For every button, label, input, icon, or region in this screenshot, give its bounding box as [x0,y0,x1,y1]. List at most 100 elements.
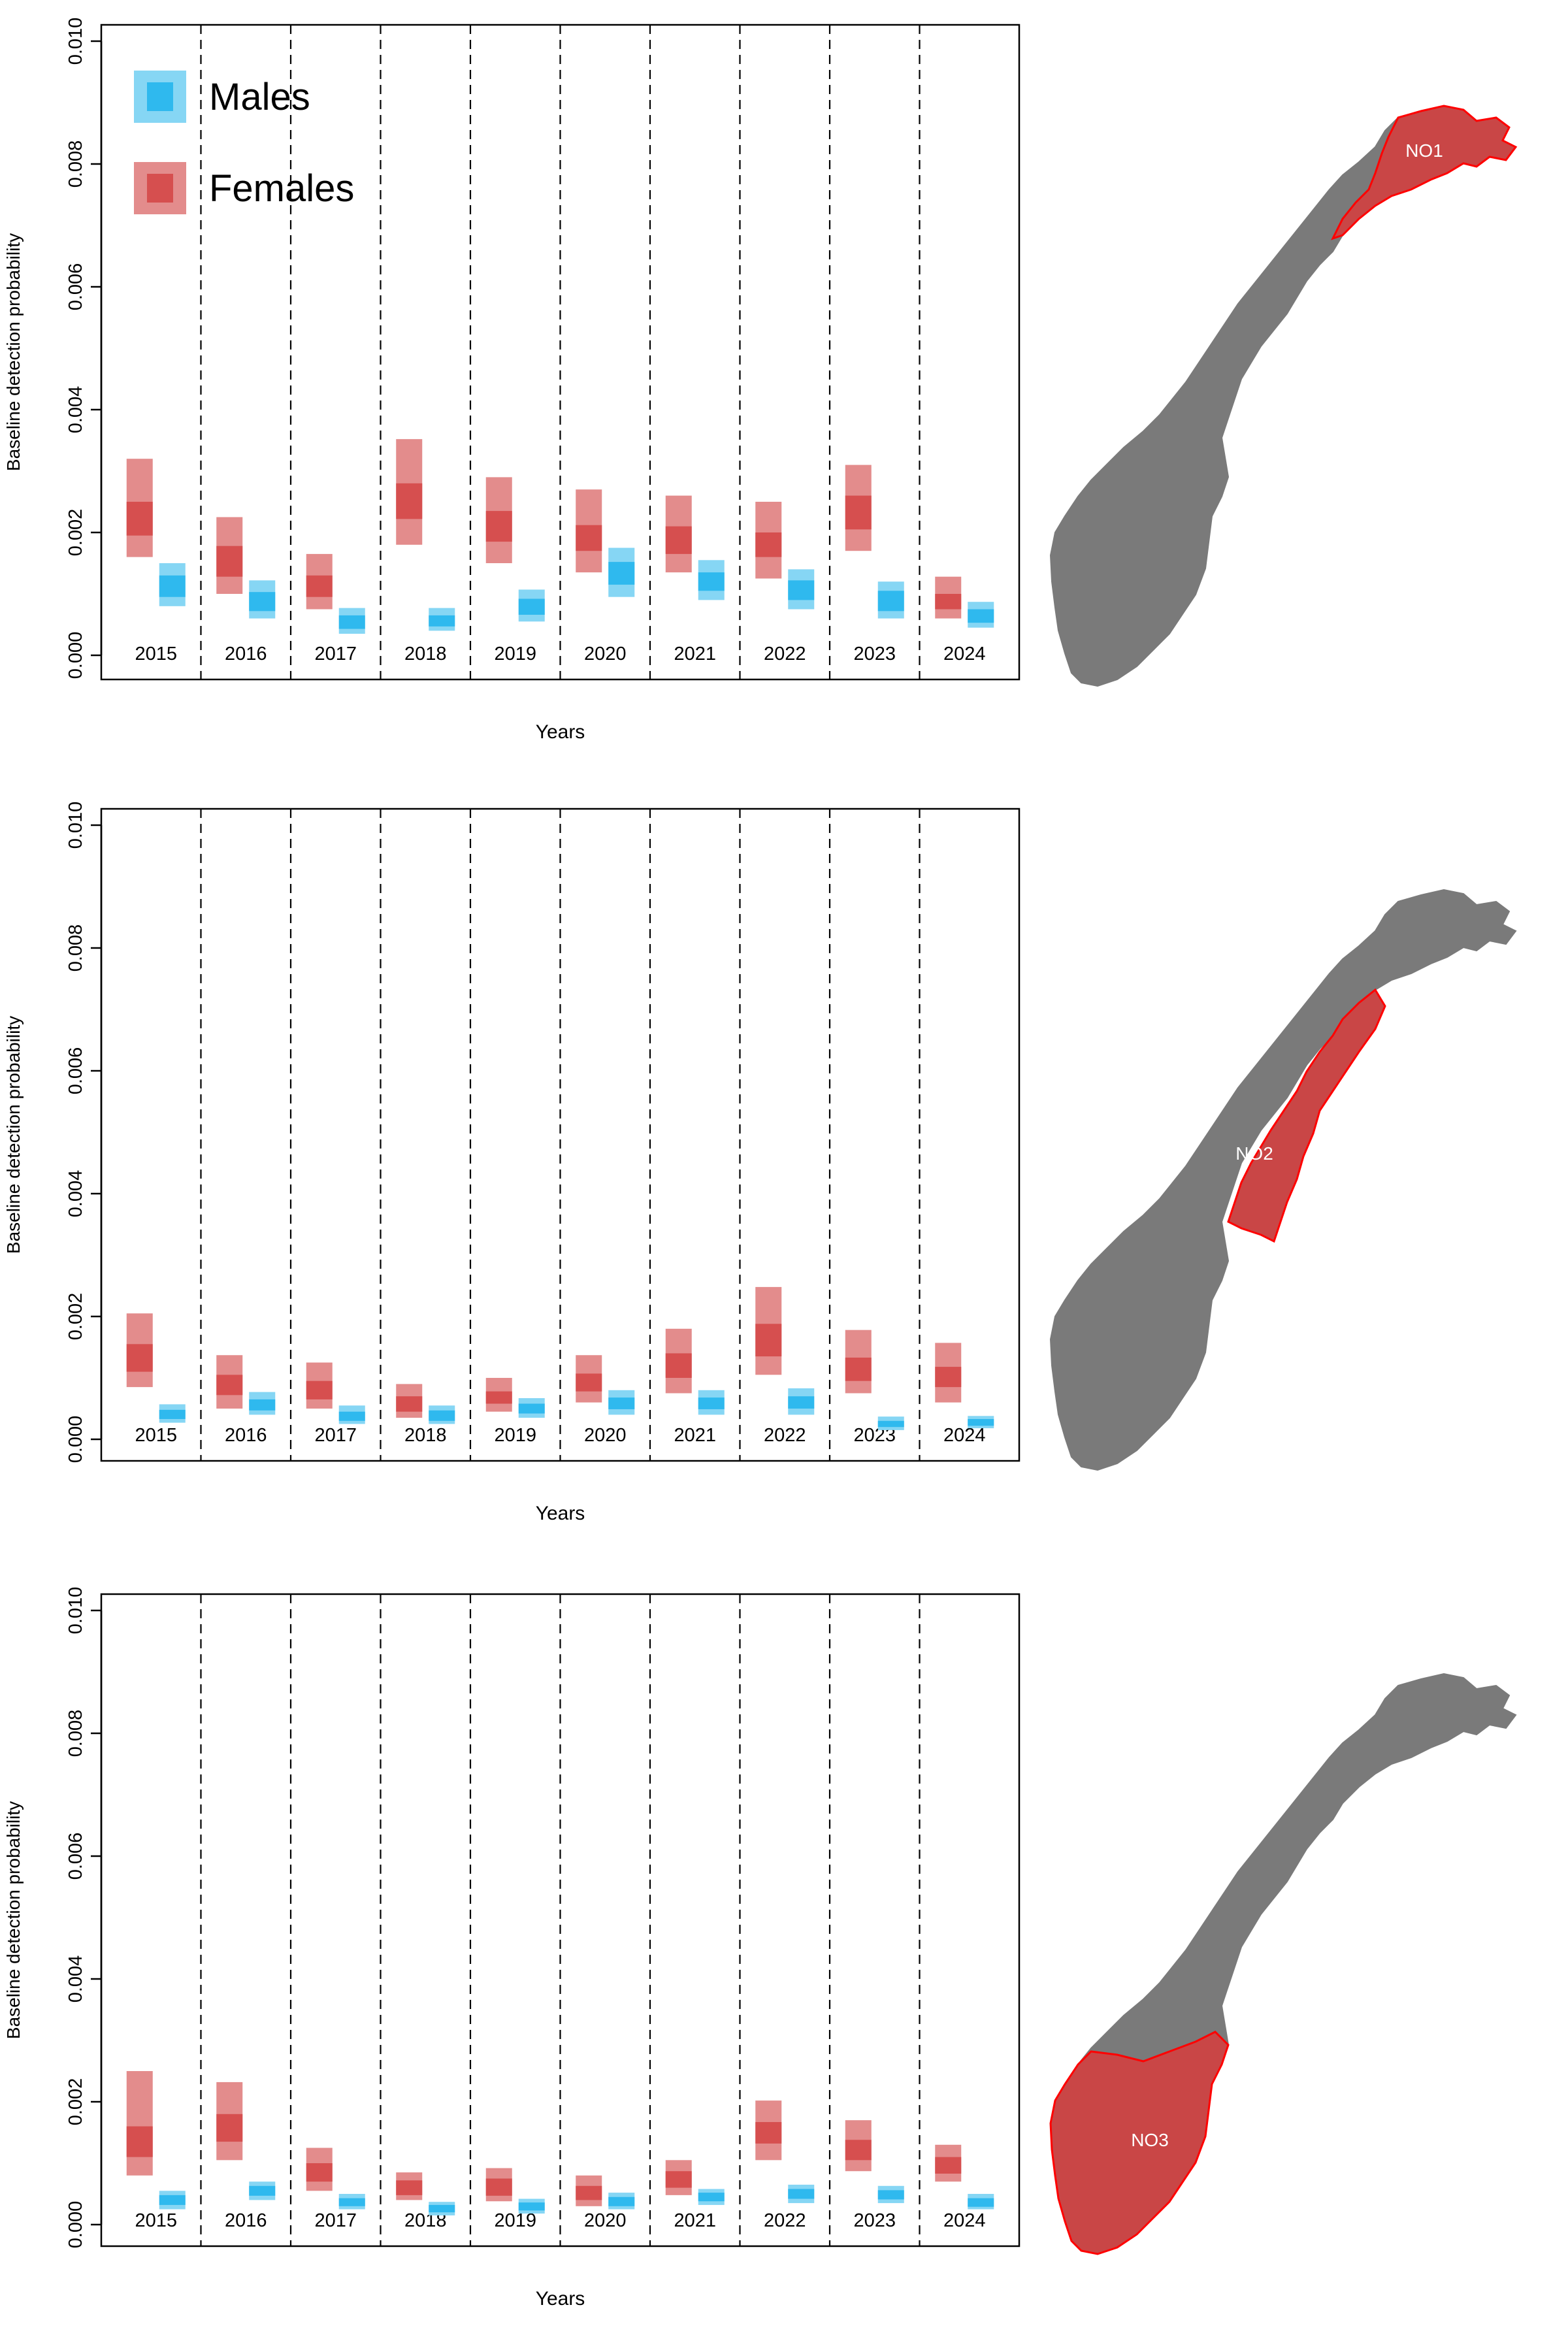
female-inner-box [126,2126,153,2157]
male-inner-box [608,1397,635,1409]
x-tick-label: 2023 [853,2210,896,2231]
highlighted-region [1227,988,1386,1243]
male-inner-box [249,592,276,612]
norway-maps [1049,105,1518,2255]
y-tick-label: 0.000 [65,2201,86,2249]
norway-outline [1049,105,1517,687]
y-tick-label: 0.006 [65,263,86,311]
y-axis-label: Baseline detection probability [3,1801,24,2039]
female-inner-box [665,526,692,554]
male-inner-box [698,1397,725,1409]
male-inner-box [968,2198,994,2207]
female-inner-box [755,1324,782,1357]
female-inner-box [665,2171,692,2188]
male-inner-box [877,1420,904,1428]
x-tick-label: 2018 [404,1425,447,1446]
y-tick-label: 0.010 [65,1587,86,1635]
x-tick-label: 2019 [494,2210,536,2231]
y-tick-label: 0.008 [65,924,86,972]
male-inner-box [429,1410,455,1421]
chart-panel-2: 0.000 0.002 0.004 0.006 0.008 0.010 Baseline d… [3,802,1021,1524]
x-tick-label: 2018 [404,644,447,664]
y-tick-label: 0.008 [65,1710,86,1757]
y-tick-label: 0.004 [65,1170,86,1218]
y-tick-label: 0.010 [65,18,86,65]
male-inner-box [159,1409,186,1419]
female-inner-box [306,575,333,597]
x-tick-label: 2022 [764,2210,806,2231]
female-inner-box [126,502,153,536]
x-tick-label: 2015 [135,2210,177,2231]
x-axis-label: Years [536,2288,585,2310]
female-inner-box [845,2140,872,2161]
x-tick-label: 2024 [943,2210,986,2231]
male-inner-box [877,591,904,612]
female-inner-box [755,2122,782,2144]
y-tick-label: 0.006 [65,1047,86,1095]
male-inner-box [518,1403,545,1414]
male-inner-box [788,1396,815,1409]
y-tick-label: 0.006 [65,1833,86,1880]
x-tick-label: 2021 [674,1425,716,1446]
male-inner-box [159,575,186,597]
x-tick-label: 2021 [674,2210,716,2231]
x-tick-label: 2017 [314,644,357,664]
x-tick-label: 2024 [943,1425,986,1446]
x-tick-label: 2024 [943,644,986,664]
y-axis-label: Baseline detection probability [3,1016,24,1254]
male-inner-box [338,2198,365,2206]
x-tick-label: 2021 [674,644,716,664]
x-axis-label: Years [536,1503,585,1524]
legend-label: Females [209,167,354,210]
female-inner-box [935,2157,962,2174]
x-tick-label: 2017 [314,1425,357,1446]
female-inner-box [216,1375,243,1396]
male-inner-box [698,572,725,591]
female-inner-box [845,1357,872,1381]
female-inner-box [396,483,423,519]
female-inner-box [396,2180,423,2195]
female-inner-box [306,2163,333,2182]
norway-map-2 [1049,889,1517,1471]
female-inner-box [845,495,872,530]
x-tick-label: 2023 [853,644,896,664]
male-inner-box [788,580,815,600]
region-label: NO1 [1405,140,1443,161]
x-tick-label: 2016 [225,2210,267,2231]
norway-outline [1049,889,1517,1471]
female-inner-box [306,1380,333,1399]
male-inner-box [249,1399,276,1411]
male-inner-box [968,1418,994,1426]
x-tick-label: 2020 [584,644,627,664]
x-tick-label: 2022 [764,644,806,664]
legend: Males Females [134,71,354,214]
male-inner-box [788,2189,815,2199]
female-inner-box [576,525,602,551]
female-inner-box [216,546,243,577]
male-inner-box [338,615,365,629]
female-inner-box [126,1344,153,1372]
x-tick-label: 2020 [584,1425,627,1446]
male-inner-box [249,2185,276,2196]
male-inner-box [429,615,455,627]
y-tick-label: 0.004 [65,1955,86,2003]
male-inner-box [608,562,635,585]
female-inner-box [576,1373,602,1392]
x-tick-label: 2022 [764,1425,806,1446]
male-inner-box [429,2204,455,2213]
chart-panel-3: 0.000 0.002 0.004 0.006 0.008 0.010 Baseline d… [3,1587,1021,2310]
highlighted-region [1331,105,1518,240]
x-tick-label: 2017 [314,2210,357,2231]
highlighted-region [1049,2031,1230,2255]
female-legend-swatch-inner [147,174,173,203]
x-tick-label: 2019 [494,1425,536,1446]
male-inner-box [159,2195,186,2205]
x-axis-label: Years [536,721,585,743]
y-axis-label: Baseline detection probability [3,233,24,471]
male-inner-box [518,598,545,615]
female-inner-box [485,2178,512,2196]
norway-map-3 [1049,1673,1517,2255]
male-inner-box [608,2197,635,2206]
y-tick-label: 0.002 [65,509,86,557]
